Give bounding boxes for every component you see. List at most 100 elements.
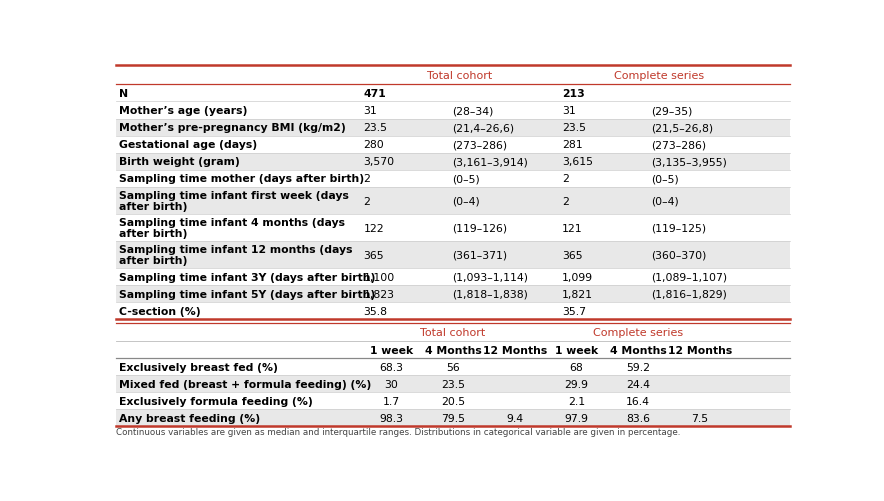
Bar <box>116 85 790 102</box>
Text: 280: 280 <box>363 140 384 150</box>
Bar <box>116 241 790 269</box>
Text: Mixed fed (breast + formula feeding) (%): Mixed fed (breast + formula feeding) (%) <box>118 379 371 389</box>
Text: 2: 2 <box>562 174 569 184</box>
Text: 59.2: 59.2 <box>626 362 650 372</box>
Text: 12 Months: 12 Months <box>667 345 732 355</box>
Bar <box>116 102 790 119</box>
Bar <box>116 409 790 427</box>
Text: 9.4: 9.4 <box>507 413 523 423</box>
Text: Sampling time infant 3Y (days after birth): Sampling time infant 3Y (days after birt… <box>118 272 375 282</box>
Bar <box>116 170 790 188</box>
Text: 35.7: 35.7 <box>562 306 586 316</box>
Text: (273–286): (273–286) <box>651 140 706 150</box>
Text: 29.9: 29.9 <box>564 379 589 389</box>
Text: 30: 30 <box>385 379 399 389</box>
Text: after birth): after birth) <box>118 202 187 212</box>
Text: 3,615: 3,615 <box>562 157 593 167</box>
Bar <box>116 269 790 286</box>
Text: 23.5: 23.5 <box>363 123 387 133</box>
Text: Mother’s pre-pregnancy BMI (kg/m2): Mother’s pre-pregnancy BMI (kg/m2) <box>118 123 346 133</box>
Text: (0–5): (0–5) <box>453 174 480 184</box>
Text: 23.5: 23.5 <box>441 379 465 389</box>
Bar <box>116 153 790 170</box>
Text: 2: 2 <box>562 196 569 206</box>
Text: 4 Months: 4 Months <box>610 345 667 355</box>
Text: 471: 471 <box>363 89 386 99</box>
Text: 1 week: 1 week <box>370 345 413 355</box>
Text: after birth): after birth) <box>118 256 187 266</box>
Bar <box>116 392 790 409</box>
Text: 68.3: 68.3 <box>379 362 403 372</box>
Text: 1,100: 1,100 <box>363 272 394 282</box>
Text: Complete series: Complete series <box>613 71 704 81</box>
Text: Gestational age (days): Gestational age (days) <box>118 140 257 150</box>
Text: 16.4: 16.4 <box>626 396 650 406</box>
Text: (21,4–26,6): (21,4–26,6) <box>453 123 514 133</box>
Text: 121: 121 <box>562 223 583 233</box>
Text: (1,816–1,829): (1,816–1,829) <box>651 289 727 299</box>
Text: 2: 2 <box>363 174 370 184</box>
Text: Sampling time infant 12 months (days: Sampling time infant 12 months (days <box>118 244 352 255</box>
Text: 1,821: 1,821 <box>562 289 593 299</box>
Text: (119–125): (119–125) <box>651 223 706 233</box>
Text: Sampling time mother (days after birth): Sampling time mother (days after birth) <box>118 174 364 184</box>
Text: 31: 31 <box>363 106 377 116</box>
Text: (3,161–3,914): (3,161–3,914) <box>453 157 529 167</box>
Text: 35.8: 35.8 <box>363 306 387 316</box>
Text: 3,570: 3,570 <box>363 157 394 167</box>
Text: 7.5: 7.5 <box>691 413 708 423</box>
Text: 1 week: 1 week <box>555 345 598 355</box>
Text: C-section (%): C-section (%) <box>118 306 201 316</box>
Bar <box>116 136 790 153</box>
Text: 24.4: 24.4 <box>626 379 650 389</box>
Text: Total cohort: Total cohort <box>421 327 485 337</box>
Text: 365: 365 <box>363 250 384 260</box>
Text: (1,818–1,838): (1,818–1,838) <box>453 289 529 299</box>
Text: Continuous variables are given as median and interquartile ranges. Distributions: Continuous variables are given as median… <box>116 427 681 436</box>
Text: 12 Months: 12 Months <box>483 345 547 355</box>
Text: Exclusively breast fed (%): Exclusively breast fed (%) <box>118 362 278 372</box>
Text: 68: 68 <box>569 362 583 372</box>
Bar <box>116 323 790 341</box>
Text: 213: 213 <box>562 89 584 99</box>
Text: after birth): after birth) <box>118 229 187 239</box>
Bar <box>116 214 790 241</box>
Text: (119–126): (119–126) <box>453 223 507 233</box>
Bar <box>116 119 790 136</box>
Text: 1,099: 1,099 <box>562 272 593 282</box>
Text: 79.5: 79.5 <box>441 413 465 423</box>
Text: (0–5): (0–5) <box>651 174 679 184</box>
Text: N: N <box>118 89 128 99</box>
Bar <box>116 188 790 214</box>
Text: (273–286): (273–286) <box>453 140 507 150</box>
Text: 83.6: 83.6 <box>626 413 650 423</box>
Bar <box>116 286 790 303</box>
Text: 2: 2 <box>363 196 370 206</box>
Text: (0–4): (0–4) <box>453 196 480 206</box>
Text: 1.7: 1.7 <box>383 396 400 406</box>
Text: Sampling time infant 5Y (days after birth): Sampling time infant 5Y (days after birt… <box>118 289 375 299</box>
Text: Complete series: Complete series <box>593 327 683 337</box>
Bar <box>116 341 790 358</box>
Text: 365: 365 <box>562 250 583 260</box>
Text: (1,093–1,114): (1,093–1,114) <box>453 272 529 282</box>
Text: 31: 31 <box>562 106 575 116</box>
Text: 56: 56 <box>446 362 460 372</box>
Text: 23.5: 23.5 <box>562 123 586 133</box>
Bar <box>116 66 790 85</box>
Text: (21,5–26,8): (21,5–26,8) <box>651 123 713 133</box>
Text: (361–371): (361–371) <box>453 250 507 260</box>
Bar <box>116 375 790 392</box>
Text: Sampling time infant first week (days: Sampling time infant first week (days <box>118 191 348 201</box>
Text: Exclusively formula feeding (%): Exclusively formula feeding (%) <box>118 396 312 406</box>
Bar <box>116 303 790 320</box>
Text: (0–4): (0–4) <box>651 196 679 206</box>
Text: 281: 281 <box>562 140 583 150</box>
Text: Total cohort: Total cohort <box>427 71 492 81</box>
Text: (360–370): (360–370) <box>651 250 706 260</box>
Text: (1,089–1,107): (1,089–1,107) <box>651 272 728 282</box>
Text: 97.9: 97.9 <box>564 413 589 423</box>
Bar <box>116 358 790 375</box>
Text: Any breast feeding (%): Any breast feeding (%) <box>118 413 260 423</box>
Text: 20.5: 20.5 <box>441 396 465 406</box>
